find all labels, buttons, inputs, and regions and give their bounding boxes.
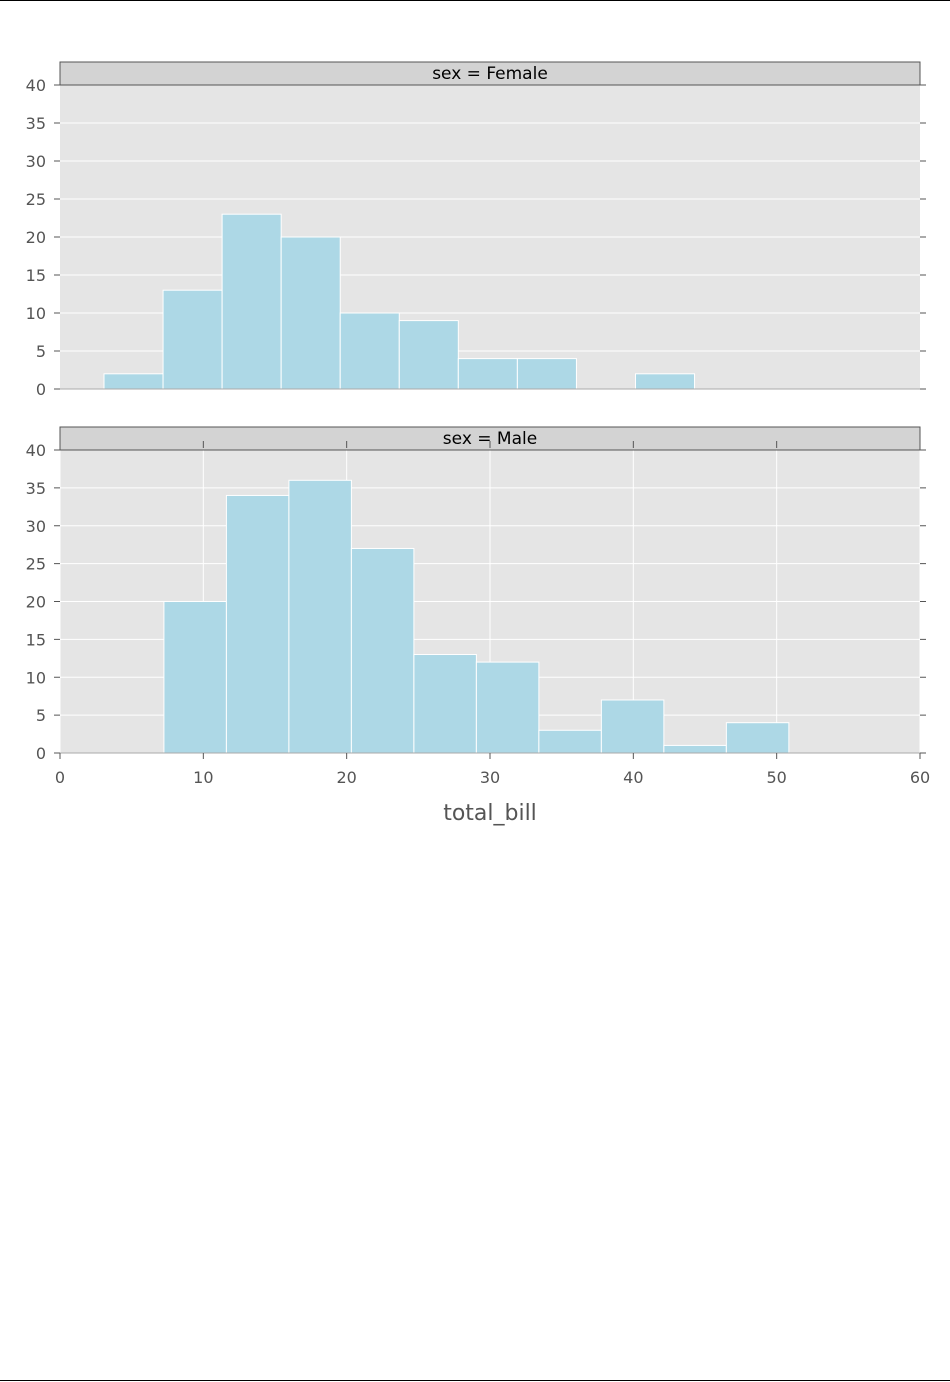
page-top-rule xyxy=(0,0,950,1)
histogram-bar xyxy=(225,494,290,754)
y-tick-label: 0 xyxy=(36,380,46,399)
histogram-bar xyxy=(221,213,282,390)
y-tick-label: 30 xyxy=(26,152,46,171)
x-tick-label: 50 xyxy=(766,768,786,787)
x-tick-label: 20 xyxy=(336,768,356,787)
x-tick-label: 60 xyxy=(910,768,930,787)
histogram-bar xyxy=(663,744,727,754)
facet-title: sex = Female xyxy=(432,64,548,84)
histogram-bar xyxy=(350,547,415,754)
x-tick-label: 0 xyxy=(55,768,65,787)
histogram-bar xyxy=(475,661,540,754)
y-tick-label: 5 xyxy=(36,706,46,725)
histogram-bar xyxy=(725,722,790,754)
y-tick-label: 20 xyxy=(26,593,46,612)
histogram-bar xyxy=(103,373,164,390)
histogram-bar xyxy=(162,289,223,390)
y-tick-label: 35 xyxy=(26,479,46,498)
histogram-bar xyxy=(398,320,459,390)
histogram-bar xyxy=(163,601,227,754)
histogram-bar xyxy=(538,729,602,754)
y-tick-label: 35 xyxy=(26,114,46,133)
y-tick-label: 25 xyxy=(26,555,46,574)
y-tick-label: 30 xyxy=(26,517,46,536)
y-tick-label: 25 xyxy=(26,190,46,209)
y-tick-label: 10 xyxy=(26,668,46,687)
histogram-bar xyxy=(457,358,518,390)
histogram-bar xyxy=(413,654,477,754)
y-tick-label: 15 xyxy=(26,266,46,285)
x-tick-label: 40 xyxy=(623,768,643,787)
facet-strip xyxy=(59,61,921,86)
histogram-bar xyxy=(288,479,352,754)
facet-panel-female: 0 5 10 15 20 25 30 35 40 sex = Female xyxy=(26,61,926,399)
y-tick-label: 5 xyxy=(36,342,46,361)
x-axis-label: total_bill xyxy=(443,801,537,826)
y-tick-label: 20 xyxy=(26,228,46,247)
facet-strip xyxy=(59,426,921,451)
x-tick-label: 10 xyxy=(193,768,213,787)
histogram-bar xyxy=(280,236,341,390)
page-bottom-rule xyxy=(0,1380,950,1381)
histogram-bar xyxy=(634,373,696,390)
y-tick-label: 15 xyxy=(26,630,46,649)
y-tick-label: 0 xyxy=(36,744,46,763)
histogram-bar xyxy=(600,699,665,754)
x-tick-label: 30 xyxy=(480,768,500,787)
facet-panel-male: 0 5 10 15 20 25 30 35 40 sex = Male 0 10 20 30 40 50 60 xyxy=(26,426,930,787)
y-tick-label: 10 xyxy=(26,304,46,323)
y-tick-label: 40 xyxy=(26,441,46,460)
facet-title: sex = Male xyxy=(443,429,537,449)
y-tick-label: 40 xyxy=(26,76,46,95)
histogram-bar xyxy=(339,312,400,390)
histogram-bar xyxy=(516,358,577,390)
